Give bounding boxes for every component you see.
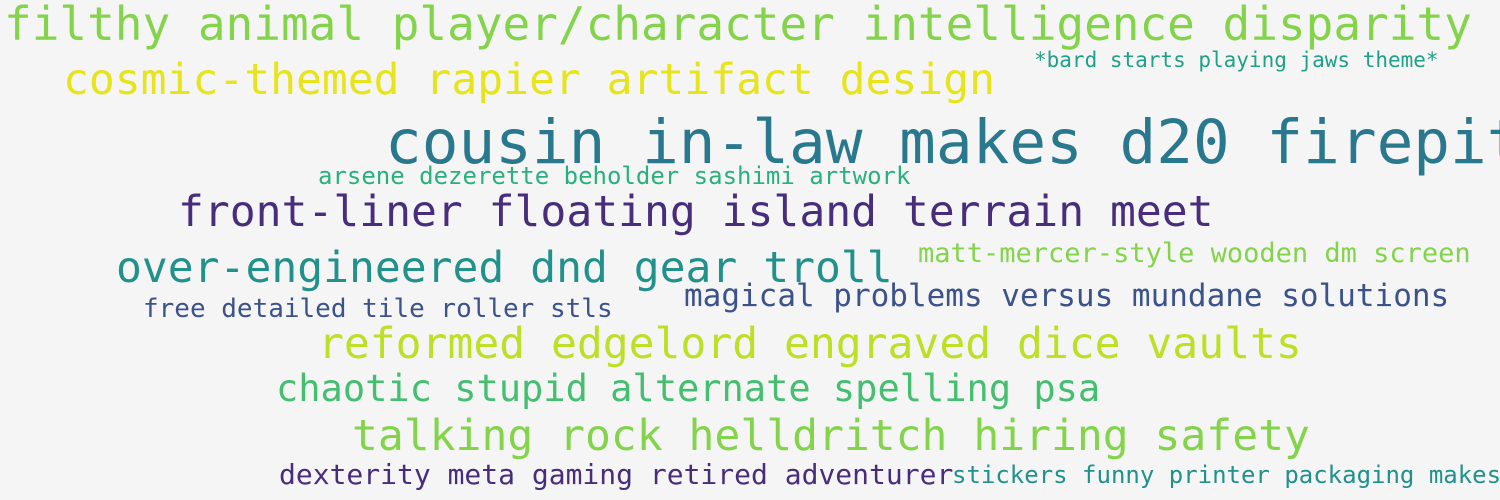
cloud-word: arsene dezerette beholder sashimi artwor… xyxy=(318,162,911,190)
cloud-word: stickers funny printer packaging makes xyxy=(952,461,1500,489)
cloud-word: chaotic stupid alternate spelling psa xyxy=(276,367,1101,410)
cloud-word: reformed edgelord engraved dice vaults xyxy=(318,319,1302,369)
cloud-word: matt-mercer-style wooden dm screen xyxy=(918,238,1471,269)
cloud-word: front-liner floating island terrain meet xyxy=(178,187,1214,237)
cloud-word: magical problems versus mundane solution… xyxy=(684,278,1450,314)
cloud-word: filthy animal player/character intellige… xyxy=(4,0,1472,51)
cloud-word: *bard starts playing jaws theme* xyxy=(1034,48,1439,72)
cloud-word: cosmic-themed rapier artifact design xyxy=(63,55,995,105)
cloud-word: over-engineered dnd gear troll xyxy=(116,243,893,293)
cloud-word: free detailed tile roller stls xyxy=(143,294,613,324)
cloud-word: cousin in-law makes d20 firepits xyxy=(385,107,1500,178)
cloud-word: dexterity meta gaming retired adventurer xyxy=(279,458,954,491)
cloud-word: talking rock helldritch hiring safety xyxy=(352,411,1310,461)
